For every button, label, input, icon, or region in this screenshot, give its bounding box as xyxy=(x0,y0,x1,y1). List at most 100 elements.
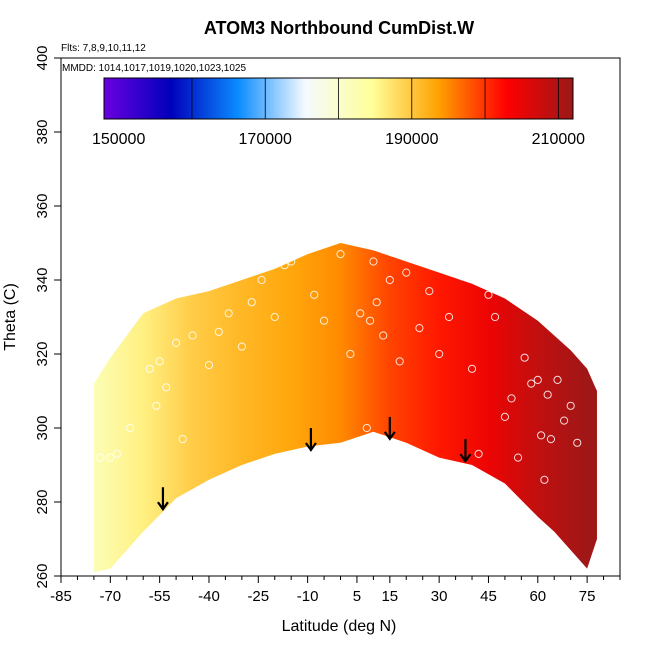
x-axis: -85 -70 -55 -40 -25 -10 5 15 30 45 60 75 xyxy=(50,576,621,605)
colorbar-tick-labels: 150000 170000 190000 210000 xyxy=(92,131,585,148)
colorbar: 150000 170000 190000 210000 xyxy=(92,77,585,148)
observation-point xyxy=(513,453,523,462)
observation-point xyxy=(484,290,493,299)
observation-point xyxy=(106,453,115,462)
observation-point xyxy=(336,250,345,259)
profile-arrow-head xyxy=(305,442,317,452)
observation-point xyxy=(536,431,546,440)
observation-point xyxy=(270,312,279,322)
x-tick-label: -85 xyxy=(50,588,72,605)
observation-point xyxy=(356,309,365,318)
y-tick-label: 340 xyxy=(34,267,51,292)
observation-point xyxy=(214,327,223,336)
observation-point xyxy=(224,309,233,318)
heatmap-region xyxy=(93,243,597,573)
observation-point xyxy=(385,275,394,285)
observation-point xyxy=(346,349,355,359)
observation-point xyxy=(415,324,424,333)
observation-point xyxy=(296,246,306,255)
observation-point xyxy=(145,364,154,373)
observation-point xyxy=(533,375,542,384)
y-tick-label: 400 xyxy=(34,45,51,70)
profile-arrow-head xyxy=(459,453,472,463)
x-tick-label: -70 xyxy=(99,588,121,605)
observation-point xyxy=(543,390,552,399)
observation-point xyxy=(319,316,329,325)
observation-point xyxy=(310,290,319,299)
colorbar-tick-label: 190000 xyxy=(385,131,438,148)
observation-point xyxy=(395,357,404,366)
y-tick-label: 320 xyxy=(34,341,51,366)
y-tick-label: 280 xyxy=(34,489,51,514)
colorbar-tick-label: 170000 xyxy=(239,131,292,148)
x-tick-label: -25 xyxy=(247,588,269,605)
profile-arrow-head xyxy=(383,431,396,441)
x-tick-label: 30 xyxy=(431,588,448,605)
heatmap-field xyxy=(93,243,597,573)
observation-point xyxy=(96,453,105,462)
observation-point xyxy=(237,342,246,351)
observation-point xyxy=(247,298,256,307)
y-axis: 260 280 300 320 340 360 380 400 xyxy=(34,45,61,589)
observation-point xyxy=(178,435,187,444)
observation-point xyxy=(458,272,467,281)
observation-point xyxy=(560,416,569,425)
observation-point xyxy=(425,287,434,296)
observation-point xyxy=(500,412,510,421)
y-tick-label: 380 xyxy=(34,119,51,144)
observation-point xyxy=(369,257,378,266)
observation-point xyxy=(566,401,575,410)
observation-point xyxy=(257,275,266,285)
x-tick-label: 60 xyxy=(529,588,546,605)
observation-point xyxy=(540,475,549,484)
profile-arrow-head xyxy=(157,501,169,512)
flights-note: Flts: 7,8,9,10,11,12 xyxy=(61,43,146,54)
observation-point xyxy=(527,379,536,388)
observation-point xyxy=(507,394,516,403)
profile-arrows xyxy=(157,416,472,512)
observation-point xyxy=(171,338,181,347)
observation-point xyxy=(467,364,477,373)
x-tick-label: 15 xyxy=(381,588,398,605)
observation-point xyxy=(553,375,562,384)
x-tick-label: 5 xyxy=(353,588,361,605)
colorbar-tick-label: 150000 xyxy=(92,131,145,148)
y-tick-label: 300 xyxy=(34,415,51,440)
observation-point xyxy=(573,438,582,447)
observation-point xyxy=(125,423,135,433)
y-axis-label: Theta (C) xyxy=(2,283,19,351)
observation-point xyxy=(162,383,171,392)
observation-point xyxy=(546,435,556,444)
observation-points xyxy=(96,246,582,484)
observation-point xyxy=(152,401,161,410)
observation-point xyxy=(362,423,371,433)
colorbar-dividers xyxy=(191,78,559,119)
observation-point xyxy=(372,298,381,307)
observation-point xyxy=(365,316,375,325)
observation-point xyxy=(204,361,214,370)
observation-point xyxy=(112,449,122,458)
x-tick-label: -55 xyxy=(149,588,171,605)
x-axis-label: Latitude (deg N) xyxy=(282,618,397,635)
observation-point xyxy=(490,312,500,322)
observation-point xyxy=(435,349,444,359)
observation-point xyxy=(379,331,388,340)
observation-point xyxy=(188,331,197,340)
y-tick-label: 360 xyxy=(34,193,51,218)
observation-point xyxy=(474,449,483,458)
observation-point xyxy=(287,257,296,266)
x-tick-label: -40 xyxy=(198,588,220,605)
x-tick-label: 75 xyxy=(579,588,596,605)
chart-title: ATOM3 Northbound CumDist.W xyxy=(204,18,474,38)
x-tick-label: 45 xyxy=(480,588,497,605)
observation-point xyxy=(155,357,164,366)
x-tick-label: -10 xyxy=(297,588,319,605)
observation-point xyxy=(444,312,454,322)
observation-point xyxy=(402,268,411,277)
y-tick-label: 260 xyxy=(34,563,51,588)
observation-point xyxy=(520,353,529,362)
observation-point xyxy=(280,261,289,270)
dates-note: MMDD: 1014,1017,1019,1020,1023,1025 xyxy=(62,63,246,74)
colorbar-tick-label: 210000 xyxy=(532,131,585,148)
